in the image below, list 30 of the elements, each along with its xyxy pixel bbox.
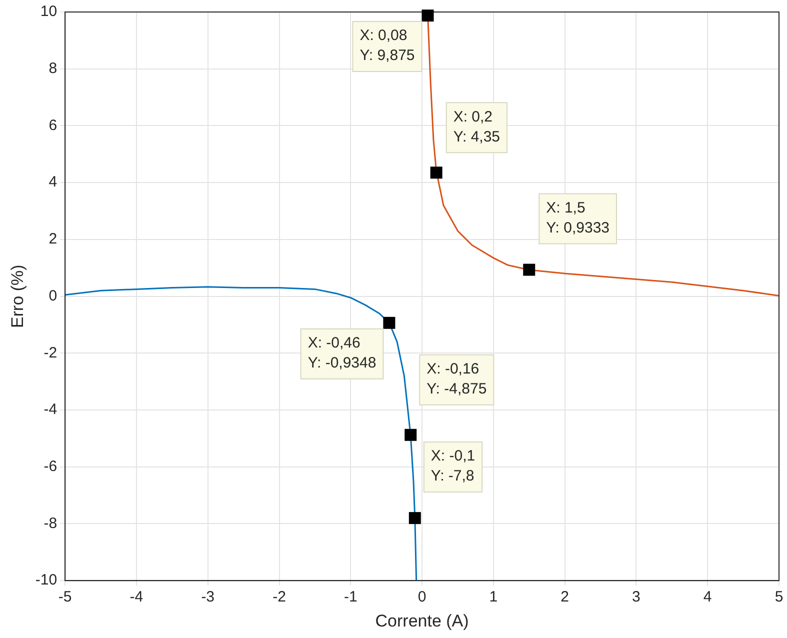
y-tick-label: 4	[48, 174, 58, 191]
x-tick-label: 0	[418, 588, 426, 606]
annotation: X: 1,5 Y: 0,9333	[546, 199, 610, 236]
x-tick-label: -4	[130, 588, 144, 606]
y-axis-title: Erro (%)	[8, 264, 27, 328]
x-tick-label: 1	[489, 588, 498, 606]
x-tick-label: -2	[272, 588, 286, 606]
y-tick-label: -8	[44, 514, 58, 532]
annotation: X: -0,16 Y: -4,875	[426, 360, 487, 398]
annotation: X: 0,08 Y: 9,875	[360, 27, 415, 64]
x-tick-label: 3	[632, 588, 640, 606]
x-tick-label: 5	[774, 588, 784, 606]
y-tick-label: 2	[48, 230, 58, 248]
y-tick-label: -6	[44, 458, 58, 476]
y-tick-label: 6	[48, 116, 58, 134]
y-tick-label: -2	[44, 344, 58, 362]
x-tick-label: -3	[201, 588, 215, 606]
y-tick-label: -10	[35, 572, 58, 589]
x-tick-label: -5	[58, 588, 72, 606]
x-tick-label: 4	[703, 588, 712, 606]
y-tick-label: 0	[48, 287, 58, 304]
y-tick-label: 10	[40, 3, 58, 20]
y-tick-label: -4	[44, 401, 58, 418]
y-tick-label: 8	[48, 60, 58, 77]
annotation: X: 0,2 Y: 4,35	[453, 108, 500, 146]
annotation: X: -0,1 Y: -7,8	[430, 448, 476, 485]
x-tick-label: -1	[344, 588, 358, 606]
annotation: X: -0,46 Y: -0,9348	[308, 334, 376, 372]
x-axis-title: Corrente (A)	[375, 611, 469, 630]
x-tick-label: 2	[560, 588, 569, 606]
